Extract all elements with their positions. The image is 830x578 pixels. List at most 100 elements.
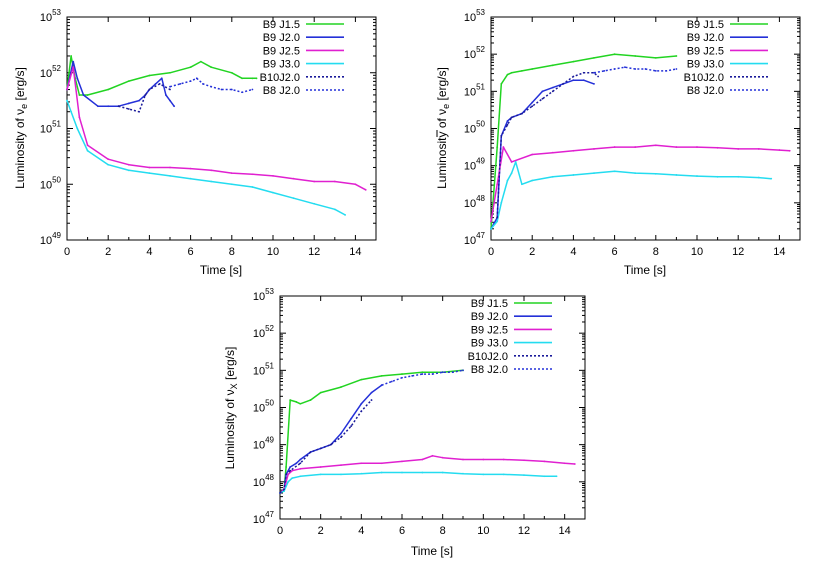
y-tick-exponent: 53 xyxy=(265,287,274,296)
legend-label: B9 J2.0 xyxy=(687,32,724,44)
data-point xyxy=(210,85,213,88)
y-tick-exponent: 52 xyxy=(265,324,274,333)
data-point xyxy=(340,432,342,435)
data-point xyxy=(158,83,161,85)
data-point xyxy=(582,71,585,74)
data-point xyxy=(173,105,176,108)
series-line-b9-j2p0 xyxy=(490,79,595,230)
data-point xyxy=(76,127,79,130)
data-point xyxy=(593,148,595,150)
legend-label: B10J2.0 xyxy=(684,72,724,84)
data-point xyxy=(344,214,346,216)
data-point xyxy=(665,69,667,72)
data-point xyxy=(482,473,485,476)
y-tick-label: 1049 xyxy=(253,436,275,452)
data-point xyxy=(531,101,534,104)
data-point xyxy=(634,146,637,148)
data-point xyxy=(287,480,290,483)
data-point xyxy=(313,202,316,205)
data-point xyxy=(380,471,383,474)
data-point xyxy=(716,175,719,178)
data-point xyxy=(340,436,342,439)
data-point xyxy=(169,71,171,74)
series-line-b9-j1p5 xyxy=(279,369,464,494)
data-point xyxy=(291,477,294,480)
data-point xyxy=(613,170,616,173)
data-point xyxy=(675,174,678,176)
data-point xyxy=(169,174,171,177)
legend-label: B9 J2.5 xyxy=(687,45,724,57)
data-point xyxy=(272,174,274,177)
legend-label: B9 J3.0 xyxy=(263,59,300,71)
data-point xyxy=(380,375,383,377)
data-point xyxy=(541,97,544,100)
data-point xyxy=(654,56,657,59)
y-tick-label: 1047 xyxy=(464,231,486,247)
data-point xyxy=(778,149,781,151)
x-axis-label: Time [s] xyxy=(624,263,666,277)
y-axis-label-subscript: X xyxy=(229,383,239,389)
data-point xyxy=(360,378,363,381)
x-tick-label: 10 xyxy=(267,246,279,258)
data-point xyxy=(551,90,554,93)
data-point xyxy=(462,369,464,372)
y-tick-exponent: 47 xyxy=(476,231,485,240)
data-point xyxy=(333,208,336,211)
data-point xyxy=(737,175,740,178)
y-tick-exponent: 50 xyxy=(265,399,274,408)
y-tick-label: 1050 xyxy=(253,399,275,415)
y-axis-label-text: Luminosity of ν xyxy=(435,109,449,189)
y-tick-exponent: 50 xyxy=(476,120,485,129)
y-tick-exponent: 48 xyxy=(265,473,274,482)
data-point xyxy=(287,473,290,476)
data-point xyxy=(210,180,213,183)
series-line-b8-j2p0 xyxy=(381,369,464,386)
y-tick-base: 10 xyxy=(464,161,476,173)
data-point xyxy=(285,466,287,468)
data-point xyxy=(634,55,637,57)
data-point xyxy=(364,188,367,191)
data-point xyxy=(613,68,616,70)
data-point xyxy=(189,66,192,69)
data-point xyxy=(333,180,336,183)
data-point xyxy=(299,402,302,405)
data-point xyxy=(127,169,130,172)
data-point xyxy=(531,105,534,108)
data-point xyxy=(582,79,585,82)
y-axis-label-subscript: e xyxy=(19,104,29,109)
data-point xyxy=(319,466,322,468)
data-point xyxy=(70,55,73,57)
data-point xyxy=(354,183,357,186)
y-tick-base: 10 xyxy=(253,328,265,340)
y-tick-base: 10 xyxy=(253,291,265,303)
data-point xyxy=(788,149,791,152)
data-point xyxy=(82,94,85,96)
data-point xyxy=(230,88,233,91)
data-point xyxy=(603,69,606,72)
y-tick-exponent: 52 xyxy=(476,45,485,54)
data-point xyxy=(295,401,298,403)
x-tick-label: 6 xyxy=(399,525,405,537)
data-point xyxy=(370,391,373,394)
data-point xyxy=(506,73,509,76)
data-point xyxy=(107,163,110,166)
x-axis-label: Time [s] xyxy=(200,263,242,277)
data-point xyxy=(441,471,444,474)
series-line-b9-j3p0 xyxy=(279,471,557,494)
data-point xyxy=(169,99,171,102)
data-point xyxy=(675,68,678,70)
legend-label: B10J2.0 xyxy=(260,72,300,84)
y-tick-base: 10 xyxy=(40,235,52,247)
y-tick-label: 1051 xyxy=(253,361,275,377)
y-tick-label: 1052 xyxy=(40,64,62,80)
y-tick-base: 10 xyxy=(464,235,476,247)
data-point xyxy=(523,459,525,462)
y-tick-exponent: 47 xyxy=(265,510,274,519)
data-point xyxy=(490,227,492,230)
data-point xyxy=(210,169,213,172)
x-tick-label: 8 xyxy=(440,525,446,537)
y-tick-label: 1053 xyxy=(253,287,275,303)
data-point xyxy=(319,391,322,394)
y-tick-base: 10 xyxy=(253,477,265,489)
